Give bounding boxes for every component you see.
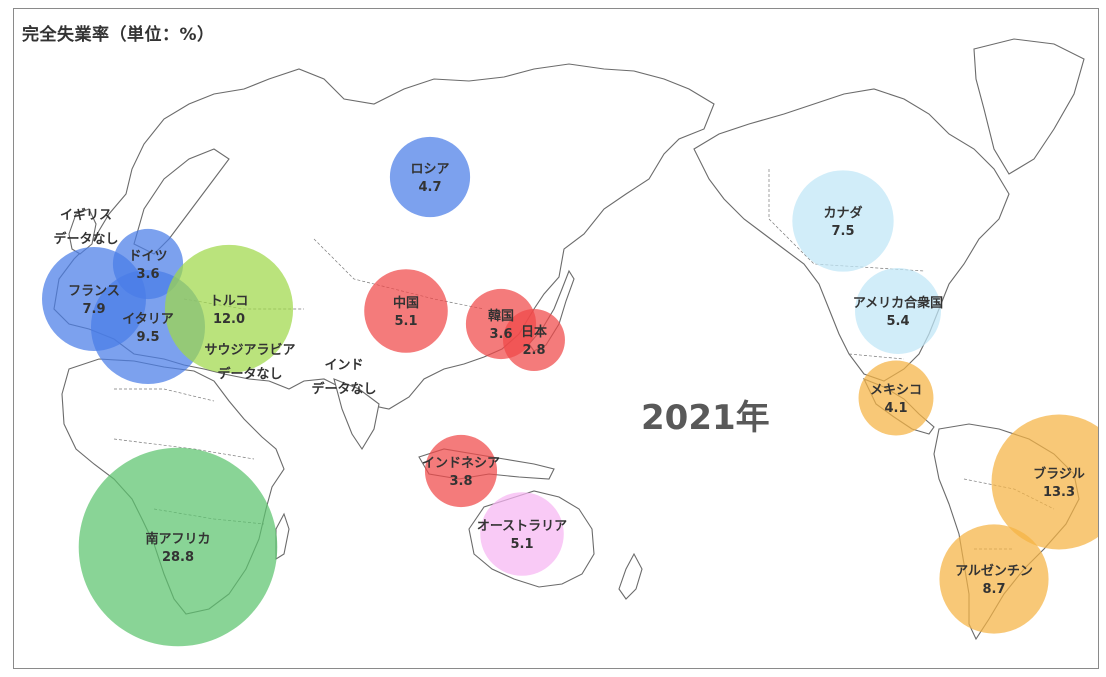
bubble-value-label: 4.1 [884,401,907,416]
bubble-10 [424,434,498,508]
british-isles-landmass [68,208,97,255]
bubble-country-label: アルゼンチン [955,563,1033,579]
india-peninsula-landmass [333,378,380,451]
bubble-15 [164,244,294,374]
bubble-country-label: フランス [68,284,120,299]
bubble-value-label: 7.5 [831,224,854,239]
madagascar-landmass [275,512,290,560]
bubble-country-label: メキシコ [870,383,922,398]
bubble-country-label: ロシア [410,162,449,177]
bubble-1 [389,136,471,218]
world-map: ロシア 4.7 カナダ 7.5 アメリカ合衆国 5.4 メキシコ 4.1 ブラジル 13.3 アルゼ… [42,38,1098,647]
no-data-country-label: インド [324,358,363,373]
bubble-country-label: ブラジル [1033,466,1085,482]
no-data-text: データなし [311,381,376,397]
bubble-11 [480,492,564,576]
bubble-value-label: 8.7 [982,582,1005,597]
bubble-layer: ロシア 4.7 カナダ 7.5 アメリカ合衆国 5.4 メキシコ 4.1 ブラジル 13.3 アルゼ… [42,136,1098,647]
bubble-value-label: 2.8 [522,343,545,358]
bubble-value-label: 3.6 [489,327,512,342]
no-data-country-label: サウジアラビア [204,342,295,358]
bubble-3 [855,268,941,354]
chart-title: 完全失業率（単位：%） [22,25,215,45]
bubble-value-label: 28.8 [162,550,194,565]
bubble-value-label: 3.6 [136,267,159,282]
bubble-4 [858,360,934,436]
new-zealand-landmass [618,552,643,600]
map-frame: ロシア 4.7 カナダ 7.5 アメリカ合衆国 5.4 メキシコ 4.1 ブラジル 13.3 アルゼ… [13,8,1099,669]
bubble-country-label: アメリカ合衆国 [853,295,943,311]
bubble-value-label: 9.5 [136,330,159,345]
bubble-country-label: カナダ [823,205,862,221]
bubble-16 [78,447,278,647]
bubble-value-label: 13.3 [1043,485,1075,500]
greenland-landmass [973,38,1085,175]
bubble-value-label: 5.1 [510,537,533,552]
bubble-7 [364,269,448,353]
bubble-9 [503,309,565,371]
bubble-value-label: 7.9 [82,302,105,317]
bubble-2 [792,170,894,272]
year-label: 2021年 [641,398,770,438]
bubble-value-label: 5.4 [886,314,909,329]
bubble-6 [939,524,1049,634]
bubble-country-label: オーストラリア [477,519,567,534]
no-data-text: データなし [53,231,118,247]
bubble-country-label: ドイツ [128,249,167,264]
bubble-country-label: 韓国 [488,308,514,324]
no-data-text: データなし [217,366,282,382]
bubble-country-label: トルコ [210,294,249,309]
bubble-country-label: インドネシア [422,456,500,471]
bubble-value-label: 4.7 [418,180,441,195]
bubble-5 [991,414,1098,550]
bubble-value-label: 12.0 [213,312,245,327]
bubble-country-label: イタリア [122,312,173,327]
bubble-country-label: 中国 [393,295,419,311]
bubble-country-label: 南アフリカ [145,531,210,547]
bubble-value-label: 5.1 [394,314,417,329]
no-data-country-label: イギリス [60,207,112,223]
bubble-country-label: 日本 [521,324,547,340]
bubble-value-label: 3.8 [449,474,472,489]
